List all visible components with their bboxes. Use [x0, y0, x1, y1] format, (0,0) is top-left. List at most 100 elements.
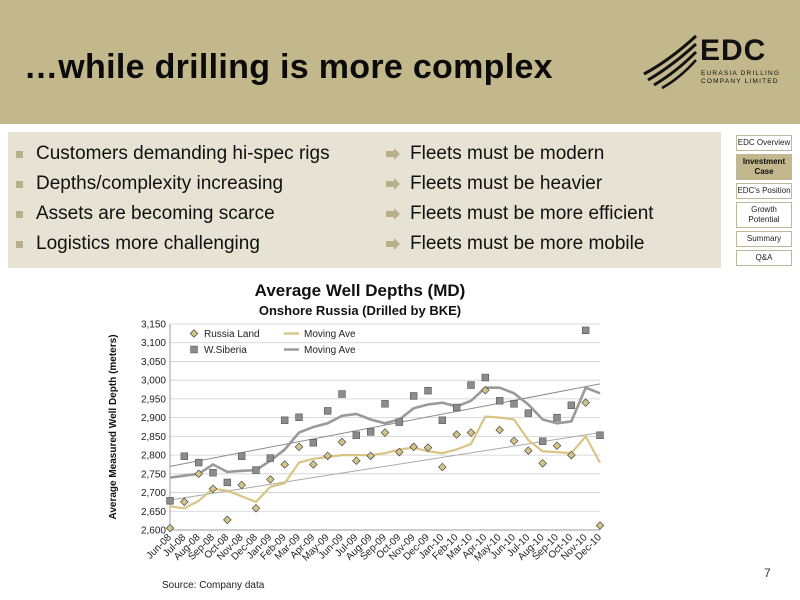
trendline [169, 432, 601, 501]
data-point-diamond [251, 504, 261, 513]
data-point-square [581, 326, 590, 335]
data-point-diamond [337, 437, 347, 447]
data-point-diamond [294, 442, 304, 452]
data-point-square [395, 418, 404, 426]
data-point-square [266, 454, 275, 462]
nav-item-growth-potential[interactable]: Growth Potential [736, 202, 792, 228]
legend-label: Moving Ave [304, 329, 356, 340]
source-note: Source: Company data [162, 580, 265, 591]
square-bullet-icon [16, 241, 23, 248]
y-axis-label: Average Measured Well Depth (meters) [108, 334, 119, 519]
data-point-square [166, 497, 174, 505]
data-point-diamond [165, 523, 175, 533]
data-point-diamond [538, 459, 547, 468]
moving-average-line [169, 386, 601, 479]
page-number: 7 [764, 566, 771, 580]
data-point-diamond [524, 446, 533, 455]
y-tick-label: 2,650 [141, 507, 166, 518]
data-point-square [495, 397, 504, 405]
data-point-square [323, 407, 332, 415]
data-point-square [190, 345, 198, 354]
data-point-square [467, 381, 475, 389]
arrow-bullet-icon [386, 148, 400, 160]
data-point-square [510, 400, 518, 408]
well-depth-chart: Average Well Depths (MD) Onshore Russia (… [108, 281, 605, 564]
y-tick-label: 2,600 [141, 526, 166, 537]
legend-label: W.Siberia [204, 345, 247, 356]
data-point-square [424, 386, 432, 395]
nav-item-investment-case[interactable]: Investment Case [736, 154, 792, 180]
nav-item-edc-overview[interactable]: EDC Overview [736, 135, 792, 151]
data-point-diamond [552, 441, 562, 450]
data-point-square [237, 452, 246, 460]
data-point-diamond [452, 430, 461, 439]
arrow-bullet-icon [386, 208, 400, 220]
data-point-square [223, 478, 232, 487]
logo-subtitle: EURASIA DRILLING COMPANY LIMITED [701, 70, 781, 85]
data-point-diamond [438, 462, 447, 472]
y-tick-label: 3,150 [141, 320, 166, 331]
data-point-square [452, 403, 461, 412]
data-point-diamond [189, 329, 199, 338]
data-point-square [366, 428, 375, 436]
data-point-square [252, 466, 260, 474]
data-point-square [209, 468, 217, 477]
y-tick-label: 2,750 [141, 469, 166, 480]
y-tick-label: 2,900 [141, 413, 166, 424]
square-bullet-icon [16, 181, 23, 188]
slide-title: …while drilling is more complex [24, 48, 553, 86]
data-point-diamond [309, 460, 318, 469]
data-point-diamond [194, 469, 203, 479]
nav-item-q-a[interactable]: Q&A [736, 250, 792, 266]
data-point-diamond [208, 484, 218, 494]
data-point-diamond [266, 475, 275, 484]
company-logo: EDC EURASIA DRILLING COMPANY LIMITED [640, 30, 790, 100]
legend-label: Moving Ave [304, 345, 356, 356]
legend-label: Russia Land [204, 329, 260, 340]
data-point-diamond [409, 442, 418, 452]
data-point-diamond [581, 398, 590, 407]
data-point-square [596, 431, 604, 439]
chart-title: Average Well Depths (MD) [255, 281, 466, 300]
logo-wordmark: EDC [700, 34, 767, 67]
data-point-diamond [380, 428, 390, 437]
data-point-square [538, 437, 547, 445]
y-tick-label: 2,850 [141, 432, 166, 443]
data-point-square [194, 458, 203, 467]
logo-swoosh-icon [643, 34, 698, 90]
data-point-diamond [423, 443, 433, 452]
data-point-square [481, 373, 490, 382]
data-point-square [309, 439, 318, 447]
y-tick-label: 2,700 [141, 488, 166, 499]
slide-header [0, 0, 800, 124]
y-tick-label: 2,800 [141, 451, 166, 462]
data-point-square [438, 416, 447, 424]
data-point-square [295, 413, 303, 421]
series-w-siberia [166, 326, 604, 505]
data-point-diamond [595, 521, 605, 530]
data-point-diamond [280, 460, 289, 469]
data-point-square [409, 392, 418, 400]
data-point-diamond [509, 436, 519, 446]
data-point-diamond [481, 386, 490, 395]
arrow-bullet-icon [386, 178, 400, 190]
data-point-square [524, 409, 533, 417]
chart-legend: Russia Land Moving Ave W.Siberia Moving Ave [189, 329, 356, 356]
y-tick-label: 3,050 [141, 357, 166, 368]
data-point-diamond [567, 450, 576, 460]
y-tick-label: 2,950 [141, 394, 166, 405]
chart-subtitle: Onshore Russia (Drilled by BKE) [259, 303, 461, 318]
data-point-square [180, 452, 189, 460]
series-russia-land [165, 386, 605, 533]
nav-item-edc-s-position[interactable]: EDC's Position [736, 183, 792, 199]
data-point-diamond [223, 515, 232, 525]
data-point-diamond [395, 447, 404, 457]
data-point-square [381, 400, 389, 408]
data-point-square [567, 401, 576, 409]
data-point-square [338, 390, 346, 398]
data-point-square [553, 413, 561, 422]
nav-item-summary[interactable]: Summary [736, 231, 792, 247]
data-point-diamond [180, 497, 189, 507]
square-bullet-icon [16, 151, 23, 158]
data-point-square [280, 416, 289, 424]
